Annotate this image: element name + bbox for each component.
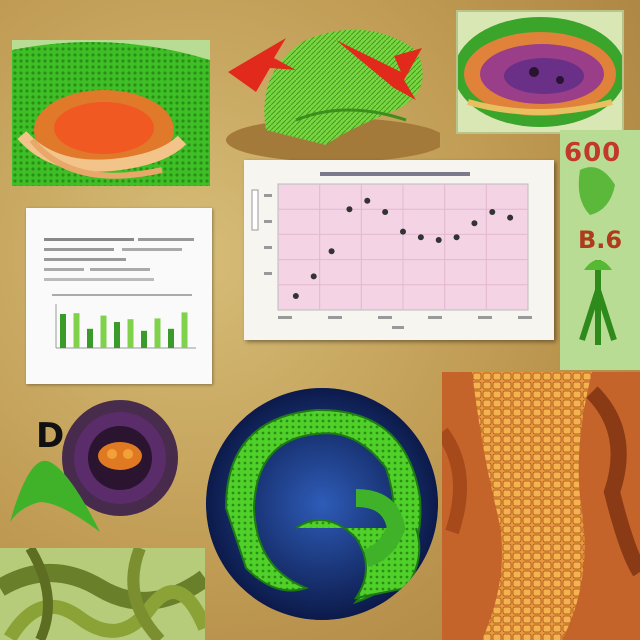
bar xyxy=(127,319,134,348)
orange-tissue-illustration xyxy=(442,372,640,640)
bar xyxy=(87,328,93,348)
scatter-point xyxy=(400,228,406,235)
bar xyxy=(141,330,147,348)
red-arrow-right xyxy=(336,40,422,100)
fuzzy-seed xyxy=(62,400,178,516)
numeral-label: 600 xyxy=(564,138,622,168)
scatter-point xyxy=(417,234,424,241)
scatter-point xyxy=(382,209,389,215)
scatter-point xyxy=(471,220,478,227)
scatter-series xyxy=(292,197,514,299)
bar xyxy=(60,314,66,348)
bar-chart-card xyxy=(26,208,212,384)
green-sprout xyxy=(10,460,100,532)
bar xyxy=(114,322,120,348)
scatter-point xyxy=(453,234,460,241)
scatter-point xyxy=(364,197,371,204)
xlabel-placeholder xyxy=(392,326,404,329)
seed-pod-illustration: D xyxy=(0,392,200,547)
x-tick-placeholders xyxy=(278,316,532,319)
scatter-point xyxy=(435,237,442,243)
letter-label: D xyxy=(36,416,65,456)
scatter-point xyxy=(489,209,496,215)
scatter-point xyxy=(507,214,514,221)
roots-illustration xyxy=(0,548,205,640)
red-arrow-left xyxy=(228,38,296,92)
title-placeholder xyxy=(320,172,470,176)
scatter-point xyxy=(328,248,335,255)
right-label-strip: 600 B.6 xyxy=(560,130,640,370)
circular-organism-illustration xyxy=(206,388,438,620)
placeholder-text-lines xyxy=(44,238,194,296)
bar xyxy=(168,328,174,348)
bar xyxy=(73,313,80,348)
scatter-point xyxy=(310,273,317,280)
scatter-point xyxy=(346,206,353,213)
code-label: B.6 xyxy=(578,226,623,254)
leaf-section-illustration xyxy=(12,40,210,186)
scatter-chart-card xyxy=(244,160,554,340)
bar-series xyxy=(60,312,188,348)
bar xyxy=(100,315,107,348)
purple-tissue-section-illustration xyxy=(456,10,624,134)
bar xyxy=(181,312,188,348)
bar xyxy=(154,318,161,348)
scatter-point xyxy=(292,293,299,299)
y-tick-placeholders xyxy=(264,194,272,275)
frond-with-arrows-illustration xyxy=(226,10,440,160)
